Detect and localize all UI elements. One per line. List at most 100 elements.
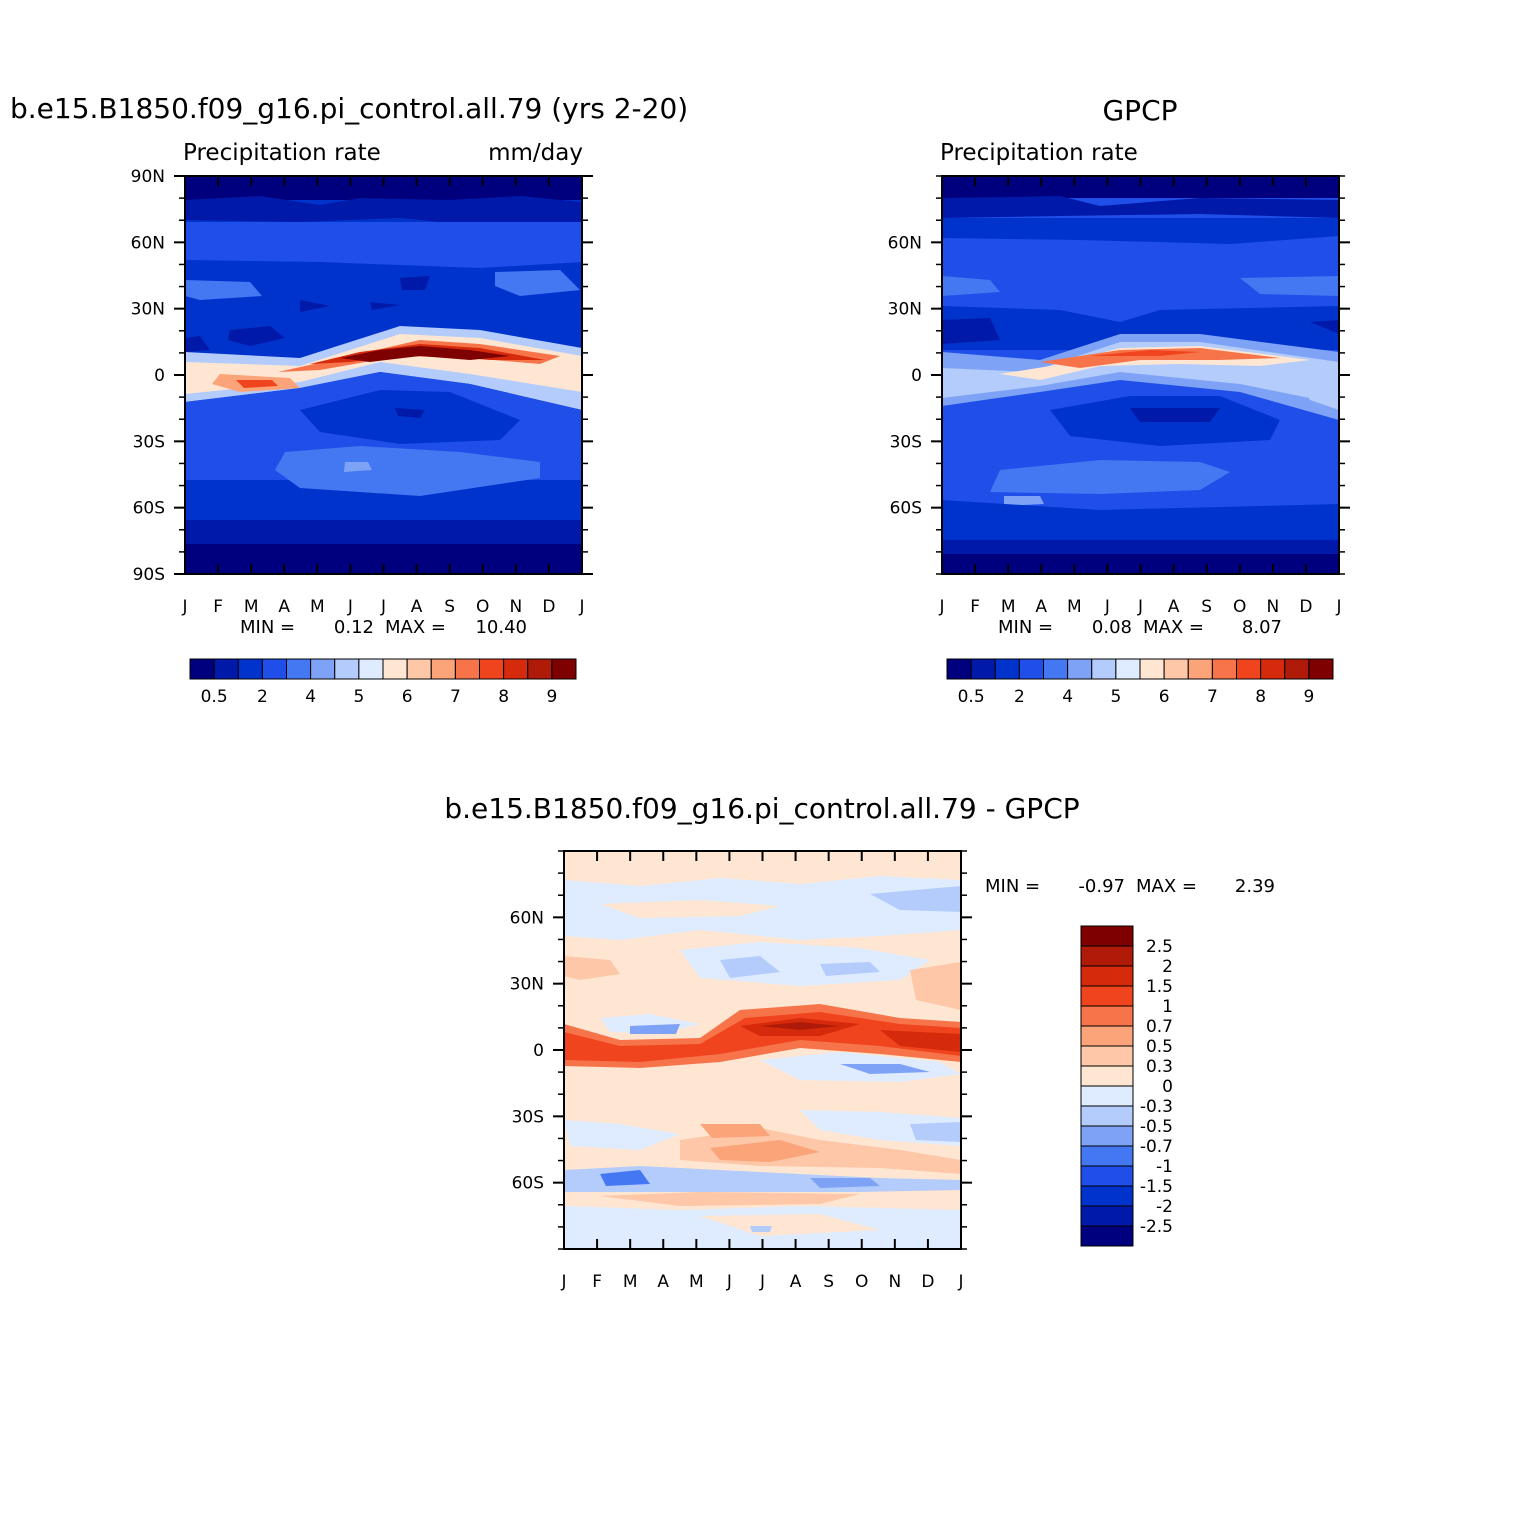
panel-model-stats: MIN = 0.12 MAX = 10.40 bbox=[240, 617, 527, 638]
panel-gpcp-field bbox=[942, 176, 1339, 574]
x-tick-label: D bbox=[542, 597, 555, 617]
colorbar-box bbox=[1080, 1185, 1134, 1207]
panel-gpcp-title: GPCP bbox=[1102, 94, 1177, 127]
panel-model-max-label: MAX = bbox=[385, 617, 446, 638]
colorbar-box bbox=[970, 658, 996, 680]
x-tick-label: J bbox=[380, 597, 386, 617]
x-tick-label: J bbox=[726, 1272, 732, 1292]
colorbar-box bbox=[1080, 1045, 1134, 1067]
x-tick-label: O bbox=[1233, 597, 1246, 617]
colorbar-label: 2 bbox=[1014, 687, 1025, 707]
colorbar-box bbox=[1080, 1125, 1134, 1147]
panel-model-min-label: MIN = bbox=[240, 617, 295, 638]
panel-diff-min-label: MIN = bbox=[985, 876, 1040, 897]
x-tick-label: A bbox=[1168, 597, 1180, 617]
colorbar-label: 0.5 bbox=[1146, 1037, 1173, 1057]
colorbar-box bbox=[1139, 658, 1165, 680]
colorbar-label: 7 bbox=[1207, 687, 1218, 707]
x-tick-label: F bbox=[213, 597, 223, 617]
panel-model-title: b.e15.B1850.f09_g16.pi_control.all.79 (y… bbox=[10, 92, 688, 125]
x-tick-label: M bbox=[310, 597, 325, 617]
colorbar-box bbox=[1091, 658, 1117, 680]
colorbar-box bbox=[1236, 658, 1262, 680]
colorbar-label: 0.7 bbox=[1146, 1017, 1173, 1037]
colorbar-box bbox=[1080, 1205, 1134, 1227]
colorbar-box bbox=[1080, 1005, 1134, 1027]
colorbar-label: 1 bbox=[1162, 997, 1173, 1017]
x-tick-label: A bbox=[278, 597, 290, 617]
colorbar-label: -0.5 bbox=[1140, 1117, 1173, 1137]
y-tick-label: 30N bbox=[510, 975, 544, 995]
colorbar-label: 8 bbox=[1255, 687, 1266, 707]
x-tick-label: M bbox=[1001, 597, 1016, 617]
panel-model-max-value: 10.40 bbox=[475, 617, 527, 638]
x-tick-label: M bbox=[1067, 597, 1082, 617]
colorbar-box bbox=[382, 658, 408, 680]
x-tick-label: N bbox=[1266, 597, 1279, 617]
colorbar-box bbox=[237, 658, 263, 680]
panel-diff-stats: MIN = -0.97 MAX = 2.39 bbox=[985, 876, 1275, 897]
x-tick-label: J bbox=[957, 1272, 963, 1292]
colorbar-box bbox=[946, 658, 972, 680]
colorbar-box bbox=[1018, 658, 1044, 680]
band-north-light bbox=[185, 222, 582, 268]
colorbar-box bbox=[479, 658, 505, 680]
panel-diff-max-value: 2.39 bbox=[1235, 876, 1275, 897]
colorbar-label: 6 bbox=[1159, 687, 1170, 707]
colorbar-box bbox=[310, 658, 336, 680]
x-tick-label: M bbox=[244, 597, 259, 617]
y-tick-label: 0 bbox=[154, 366, 165, 386]
x-tick-label: F bbox=[592, 1272, 602, 1292]
x-tick-label: A bbox=[411, 597, 423, 617]
x-tick-label: A bbox=[657, 1272, 669, 1292]
colorbar-box bbox=[1043, 658, 1069, 680]
x-tick-label: S bbox=[1201, 597, 1212, 617]
x-tick-label: J bbox=[938, 597, 944, 617]
colorbar-box bbox=[1211, 658, 1237, 680]
colorbar-box bbox=[1080, 985, 1134, 1007]
x-tick-label: J bbox=[181, 597, 187, 617]
y-tick-label: 60N bbox=[131, 233, 165, 253]
itcz-max bbox=[340, 346, 510, 362]
colorbar-box bbox=[1080, 945, 1134, 967]
colorbar-box bbox=[358, 658, 384, 680]
colorbar-box bbox=[430, 658, 456, 680]
colorbar-label: 5 bbox=[353, 687, 364, 707]
colorbar-box bbox=[189, 658, 215, 680]
panel-gpcp-colorbar: 0.5 2 4 5 6 7 8 9 bbox=[946, 658, 1334, 707]
x-tick-label: D bbox=[1299, 597, 1312, 617]
colorbar-label: 2 bbox=[257, 687, 268, 707]
panel-gpcp: GPCP Precipitation rate bbox=[888, 94, 1350, 707]
y-tick-label: 60S bbox=[512, 1174, 544, 1194]
panel-model-units: mm/day bbox=[488, 140, 583, 166]
x-tick-label: J bbox=[347, 597, 353, 617]
colorbar-label: 9 bbox=[1303, 687, 1314, 707]
x-tick-label: J bbox=[1137, 597, 1143, 617]
panel-diff-title: b.e15.B1850.f09_g16.pi_control.all.79 - … bbox=[444, 792, 1079, 825]
colorbar-box bbox=[1080, 1085, 1134, 1107]
colorbar-box bbox=[1308, 658, 1334, 680]
x-tick-label: J bbox=[759, 1272, 765, 1292]
colorbar-label: 0.5 bbox=[201, 687, 228, 707]
panel-diff-field bbox=[564, 851, 961, 1249]
colorbar-label: 6 bbox=[402, 687, 413, 707]
y-tick-label: 60N bbox=[510, 908, 544, 928]
x-tick-label: O bbox=[855, 1272, 868, 1292]
panel-diff: b.e15.B1850.f09_g16.pi_control.all.79 - … bbox=[444, 792, 1275, 1292]
colorbar-label: 2.5 bbox=[1146, 937, 1173, 957]
colorbar-box bbox=[454, 658, 480, 680]
colorbar-box bbox=[551, 658, 577, 680]
x-tick-label: A bbox=[790, 1272, 802, 1292]
colorbar-box bbox=[261, 658, 287, 680]
y-tick-label: 90N bbox=[131, 167, 165, 187]
colorbar-box bbox=[503, 658, 529, 680]
colorbar-box bbox=[1067, 658, 1093, 680]
colorbar-box bbox=[1080, 1225, 1134, 1247]
colorbar-box bbox=[994, 658, 1020, 680]
panel-gpcp-max-label: MAX = bbox=[1143, 617, 1204, 638]
panel-model-left-string: Precipitation rate bbox=[183, 140, 381, 166]
panel-diff-max-label: MAX = bbox=[1136, 876, 1197, 897]
colorbar-label: 1.5 bbox=[1146, 977, 1173, 997]
